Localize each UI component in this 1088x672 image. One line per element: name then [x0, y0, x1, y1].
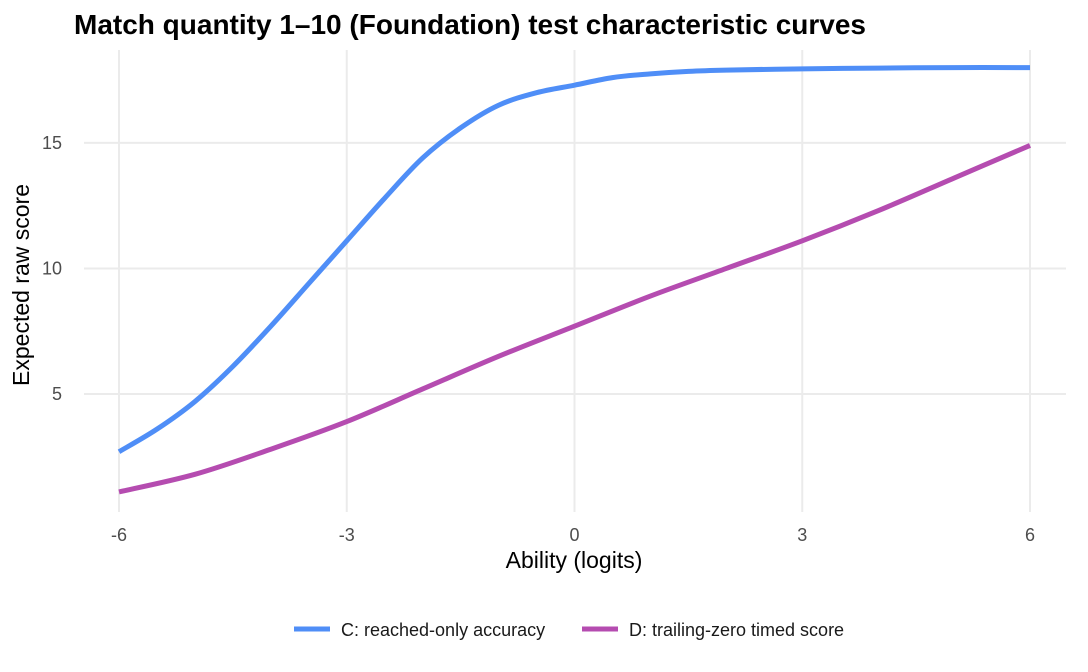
- series-line-reached-only-accuracy: [117, 65, 1031, 454]
- legend-item: D: trailing-zero timed score: [582, 620, 844, 640]
- y-tick-label: 15: [42, 133, 62, 153]
- x-tick-label: 6: [1025, 525, 1035, 545]
- legend-label: C: reached-only accuracy: [341, 620, 545, 640]
- legend-label: D: trailing-zero timed score: [629, 620, 844, 640]
- y-tick-label: 5: [52, 384, 62, 404]
- series-layer: [117, 65, 1031, 495]
- x-axis-title: Ability (logits): [506, 547, 643, 573]
- legend: C: reached-only accuracy D: trailing-zero…: [294, 620, 844, 640]
- x-tick-label: 3: [797, 525, 807, 545]
- x-tick-label: -6: [111, 525, 127, 545]
- legend-item: C: reached-only accuracy: [294, 620, 545, 640]
- chart-title: Match quantity 1–10 (Foundation) test ch…: [74, 9, 866, 40]
- x-tick-label: -3: [339, 525, 355, 545]
- x-tick-label: 0: [569, 525, 579, 545]
- tick-layer: -6 -3 0 3 6 5 10 15: [42, 133, 1035, 545]
- grid-layer: [84, 50, 1066, 512]
- series-line-trailing-zero-timed-score: [118, 143, 1031, 495]
- y-tick-label: 10: [42, 258, 62, 278]
- y-axis-title: Expected raw score: [8, 184, 34, 386]
